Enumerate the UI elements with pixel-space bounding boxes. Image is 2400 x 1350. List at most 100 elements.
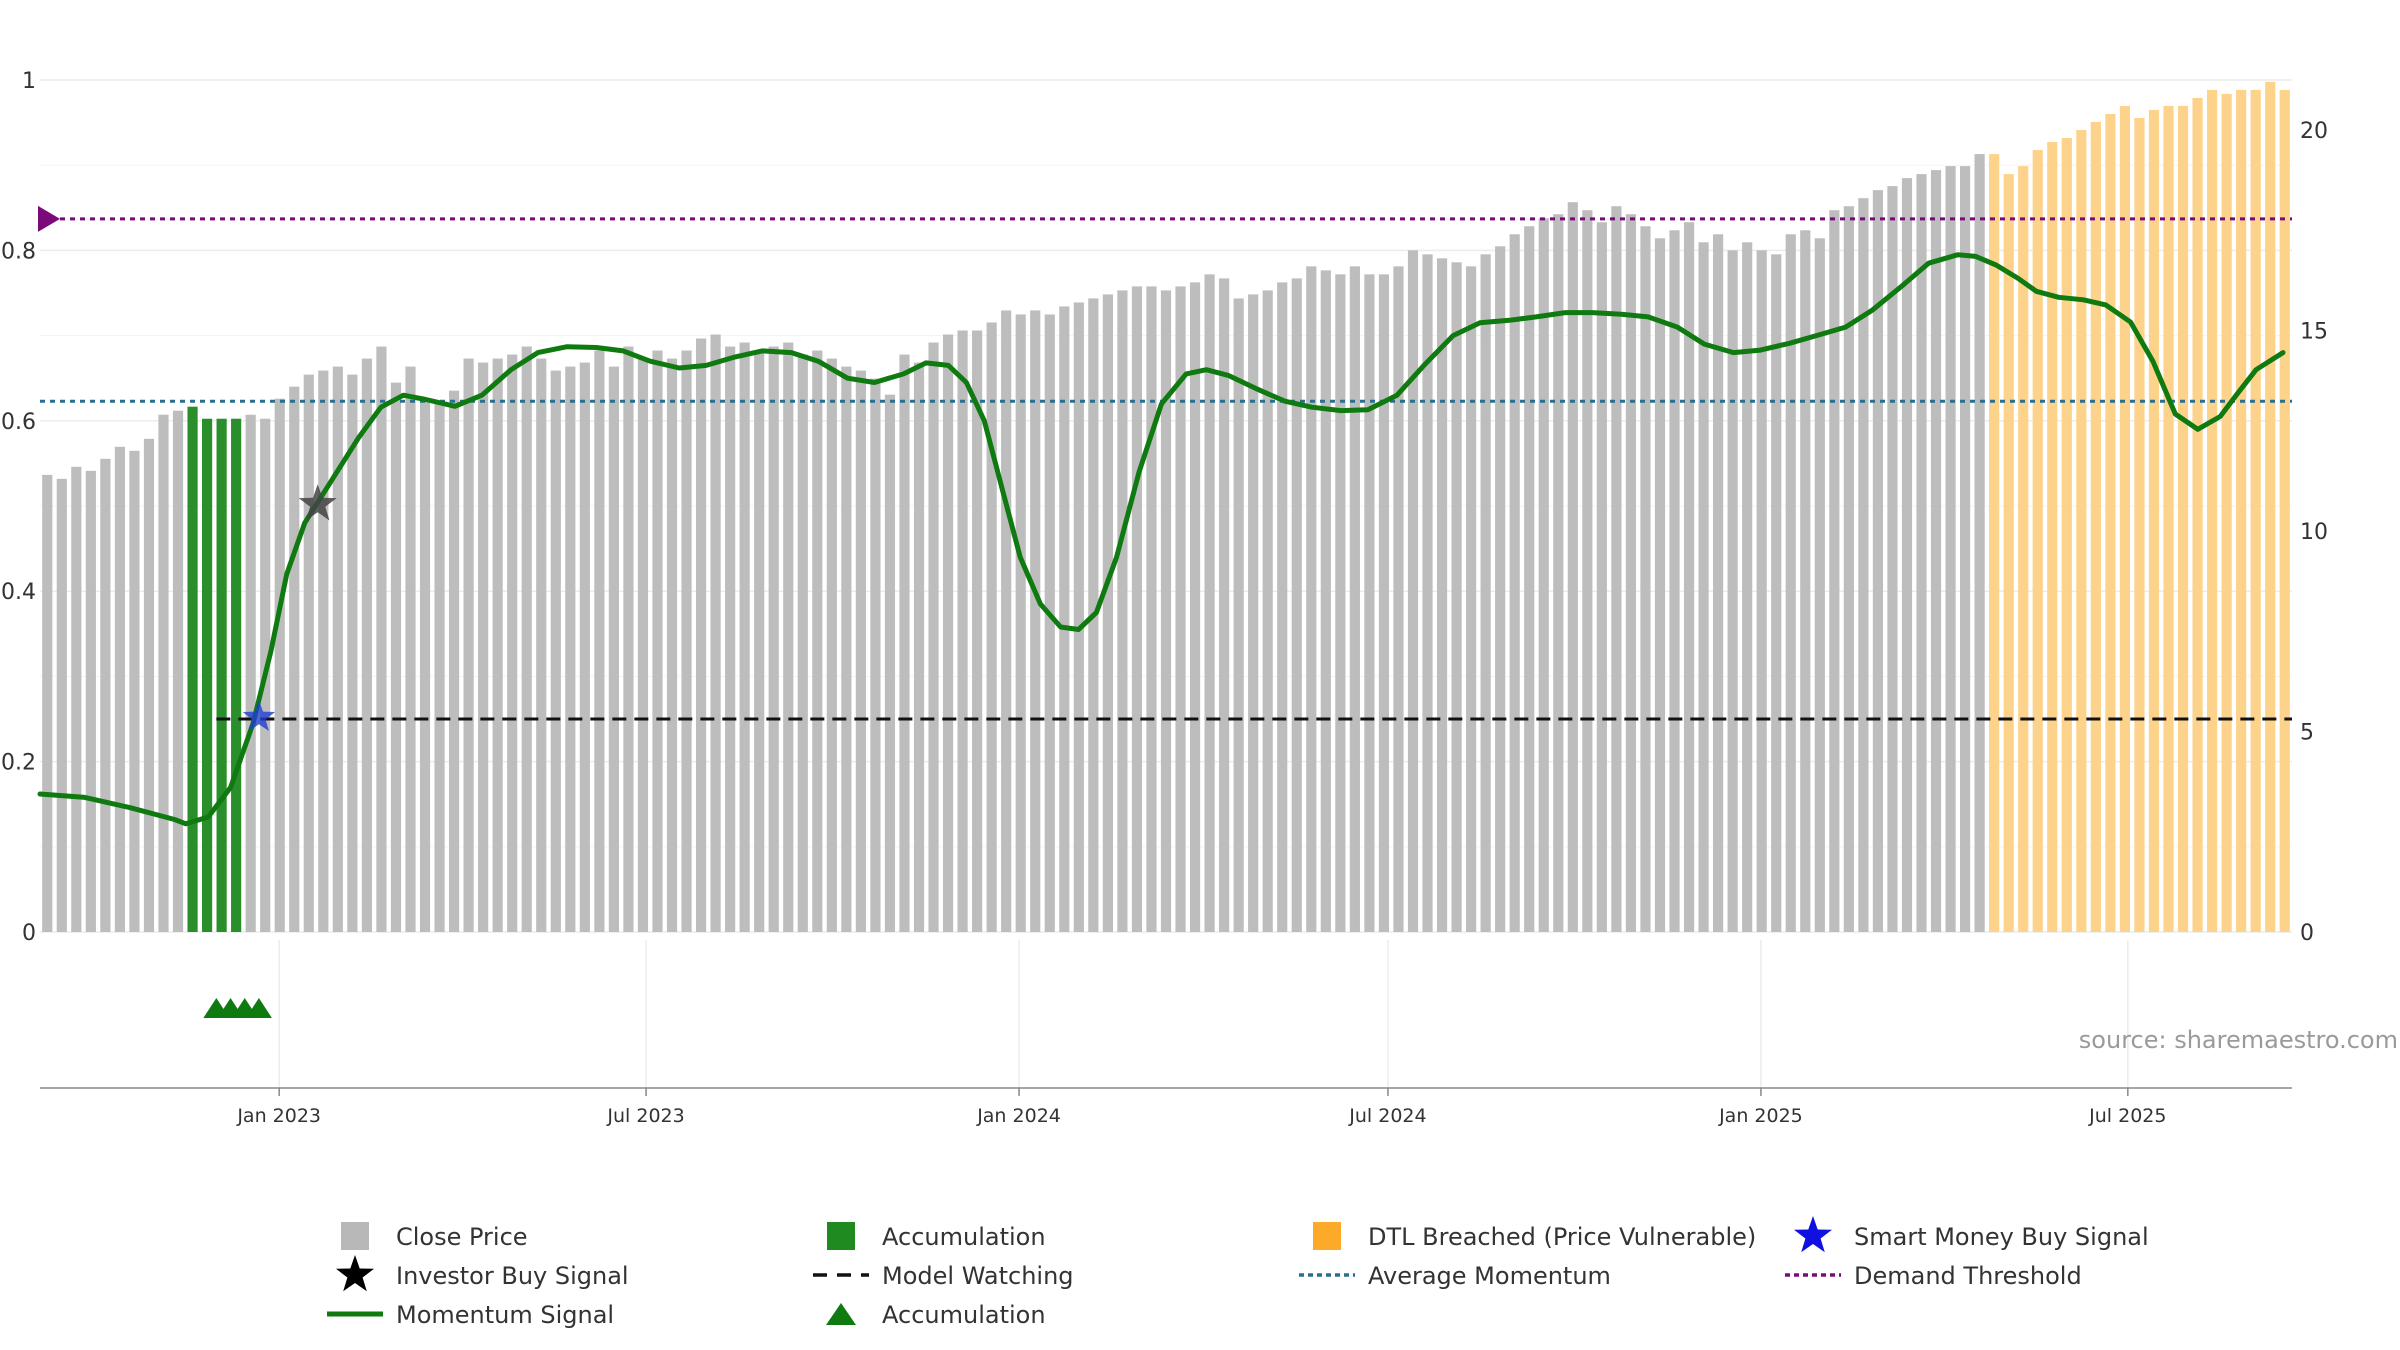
close-price-bar	[332, 366, 343, 933]
close-price-bar	[1451, 262, 1462, 933]
close-price-bar	[158, 414, 169, 933]
legend-item: Accumulation	[826, 1301, 1046, 1329]
legend-item: Average Momentum	[1299, 1262, 1611, 1290]
close-price-bar	[1960, 166, 1971, 933]
close-price-bar	[390, 382, 402, 932]
close-price-bar	[1219, 278, 1230, 932]
close-price-bar	[725, 346, 736, 932]
close-price-bar	[1945, 166, 1956, 933]
close-price-bar	[1320, 270, 1331, 933]
close-price-bar	[797, 354, 808, 932]
close-price-bar	[1582, 210, 1593, 932]
close-price-bar	[463, 358, 474, 932]
close-price-bar	[739, 342, 750, 932]
y-left-tick-label: 0.8	[1, 239, 36, 264]
close-price-bar	[972, 330, 983, 932]
legend: Close Price Accumulation DTL Breached (Pri…	[327, 1216, 2149, 1329]
close-price-bar	[928, 342, 939, 932]
close-price-bar	[303, 374, 314, 932]
legend-item: Model Watching	[813, 1262, 1074, 1290]
dtl-breached-bar	[2265, 81, 2276, 932]
close-price-bar	[1625, 214, 1637, 932]
legend-label: Average Momentum	[1368, 1262, 1611, 1290]
legend-swatch-triangle	[826, 1303, 856, 1325]
close-price-bar	[1713, 234, 1724, 932]
close-price-bar	[1436, 258, 1448, 932]
momentum-signal-layer	[37, 252, 2286, 827]
y-left-tick-label: 0.4	[1, 580, 36, 605]
legend-label: Accumulation	[882, 1223, 1046, 1251]
close-price-bars	[42, 81, 2290, 933]
close-price-bar	[1306, 266, 1317, 933]
dtl-breached-bar	[2105, 113, 2116, 932]
legend-label: Smart Money Buy Signal	[1854, 1223, 2149, 1251]
close-price-bar	[855, 370, 866, 933]
source-text: source: sharemaestro.com	[2079, 1026, 2398, 1054]
y-left-tick-label: 0	[22, 921, 36, 946]
dtl-breached-bar	[2148, 109, 2160, 932]
close-price-bar	[812, 350, 823, 932]
close-price-bar	[870, 378, 881, 932]
accumulation-bar	[187, 406, 198, 932]
legend-swatch-star	[1794, 1216, 1832, 1253]
close-price-bar	[318, 370, 329, 933]
legend-label: Accumulation	[882, 1301, 1046, 1329]
dtl-breached-bar	[2236, 89, 2247, 932]
accumulation-bar	[216, 418, 227, 933]
momentum-signal-line	[37, 252, 2286, 827]
dtl-breached-bar	[2018, 166, 2029, 933]
investor-buy-signal-star	[298, 484, 337, 521]
close-price-bar	[1654, 238, 1666, 932]
close-price-bar	[579, 362, 590, 933]
close-price-bar	[1930, 170, 1942, 933]
legend-label: Model Watching	[882, 1262, 1074, 1290]
x-tick-label: Jan 2025	[1718, 1105, 1803, 1127]
close-price-bar	[1640, 226, 1651, 933]
close-price-bar	[405, 366, 416, 933]
dtl-breached-bar	[2134, 117, 2145, 933]
legend-label: Investor Buy Signal	[396, 1262, 629, 1290]
close-price-bar	[143, 438, 155, 932]
close-price-bar	[594, 350, 605, 932]
close-price-bar	[478, 362, 489, 933]
legend-item: DTL Breached (Price Vulnerable)	[1313, 1222, 1756, 1251]
dtl-breached-bar	[2090, 121, 2101, 933]
close-price-bar	[681, 350, 692, 932]
signal-markers	[203, 484, 337, 1018]
close-price-bar	[652, 350, 663, 932]
close-price-bar	[85, 470, 96, 932]
legend-label: Demand Threshold	[1854, 1262, 2082, 1290]
close-price-bar	[1407, 250, 1419, 933]
close-price-bar	[1683, 222, 1695, 933]
close-price-bar	[1073, 302, 1084, 932]
close-price-bar	[492, 358, 503, 932]
close-price-bar	[1814, 238, 1825, 932]
close-price-bar	[913, 362, 925, 933]
close-price-bar	[1901, 178, 1913, 932]
close-price-bar	[1887, 186, 1898, 932]
reference-lines	[38, 205, 2292, 721]
dtl-breached-bar	[1989, 154, 2000, 932]
y-right-tick-label: 15	[2300, 320, 2328, 345]
close-price-bar	[1335, 274, 1346, 932]
close-price-bar	[245, 414, 256, 933]
legend-item: Accumulation	[827, 1222, 1046, 1251]
accumulation-triangle	[245, 998, 272, 1018]
close-price-bar	[899, 354, 910, 932]
close-price-bar	[1843, 206, 1854, 932]
close-price-bar	[1785, 234, 1796, 932]
close-price-bar	[100, 458, 111, 932]
close-price-bar	[1393, 266, 1404, 933]
close-price-bar	[71, 466, 82, 932]
close-price-bar	[419, 398, 431, 932]
dtl-breached-bar	[2119, 105, 2131, 932]
close-price-bar	[172, 410, 184, 932]
close-price-bar	[1117, 290, 1128, 932]
close-price-bar	[1742, 242, 1753, 932]
close-price-bar	[754, 350, 765, 932]
accumulation-bar	[231, 418, 242, 933]
close-price-bar	[1858, 198, 1869, 933]
close-price-bar	[1727, 250, 1738, 933]
close-price-bar	[1829, 210, 1840, 932]
y-right-tick-label: 5	[2300, 721, 2314, 746]
